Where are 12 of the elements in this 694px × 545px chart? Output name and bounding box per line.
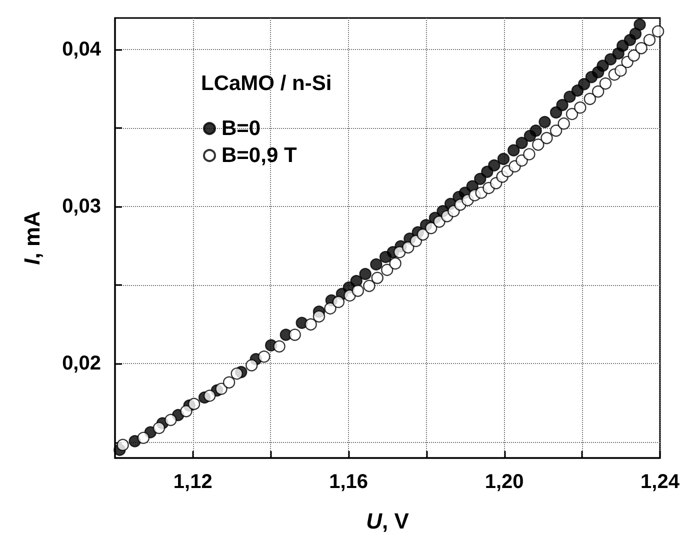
y-tick-label: 0,02 xyxy=(62,352,101,375)
y-tick-label: 0,03 xyxy=(62,196,101,218)
x-axis-title: U, V xyxy=(366,508,410,534)
y-axis-title: I, mA xyxy=(20,211,44,265)
x-tick-label: 1,20 xyxy=(484,471,524,493)
x-tick-label: 1,12 xyxy=(173,471,212,493)
legend-label: B=0,9 T xyxy=(222,144,297,167)
legend-title: LCaMO / n-Si xyxy=(201,72,332,95)
legend-label: B=0 xyxy=(222,117,261,140)
x-tick-label: 1,16 xyxy=(329,471,368,493)
x-tick-label: 1,24 xyxy=(640,471,680,493)
y-tick-label: 0,04 xyxy=(62,38,102,60)
